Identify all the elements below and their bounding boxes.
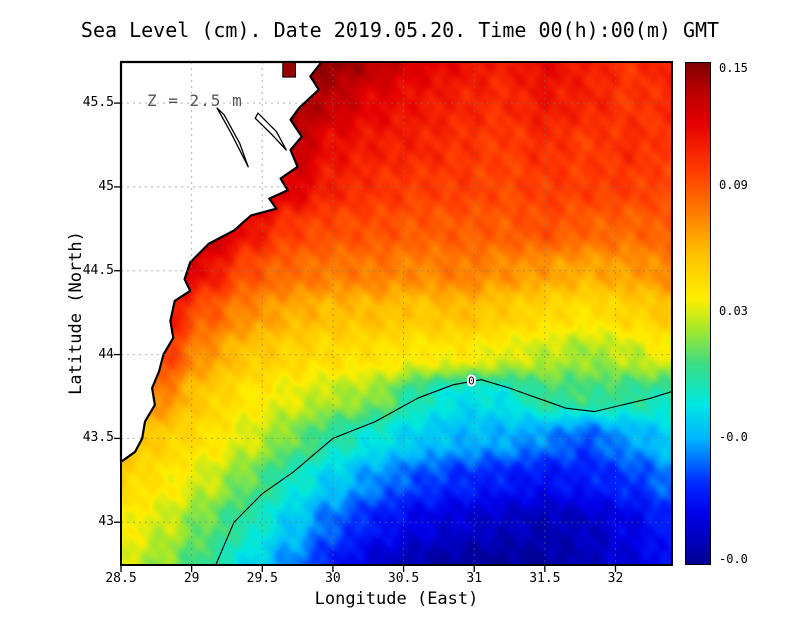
x-tick-label: 28.5 (105, 571, 137, 586)
colorbar-tick-label: 0.03 (719, 303, 748, 318)
heatmap-canvas (121, 62, 672, 565)
colorbar-tick-label: 0.15 (719, 61, 748, 76)
x-tick-label: 30 (325, 571, 341, 586)
colorbar (685, 62, 711, 565)
y-tick-label: 43.5 (82, 430, 114, 446)
x-tick-label: 32 (607, 571, 624, 586)
x-axis-label: Longitude (East) (314, 589, 479, 609)
x-tick-label: 31 (466, 571, 483, 586)
y-tick-label: 44.5 (82, 262, 114, 278)
x-tick-label: 29 (183, 571, 200, 586)
x-tick-label: 29.5 (246, 571, 278, 586)
colorbar-tick-label: 0.09 (719, 178, 748, 193)
colorbar-tick-label: -0.0 (719, 429, 748, 444)
y-tick-label: 45 (98, 178, 114, 194)
x-tick-label: 31.5 (529, 571, 561, 586)
y-axis-label: Latitude (North) (66, 231, 86, 395)
plot-area (121, 62, 672, 565)
y-tick-label: 45.5 (82, 95, 114, 111)
figure-title: Sea Level (cm). Date 2019.05.20. Time 00… (80, 18, 720, 42)
colorbar-tick-label: -0.0 (719, 551, 748, 566)
x-tick-label: 30.5 (387, 571, 420, 586)
depth-annotation: Z = 2.5 m (147, 91, 243, 110)
y-tick-label: 43 (98, 514, 114, 530)
y-tick-label: 44 (98, 346, 114, 362)
